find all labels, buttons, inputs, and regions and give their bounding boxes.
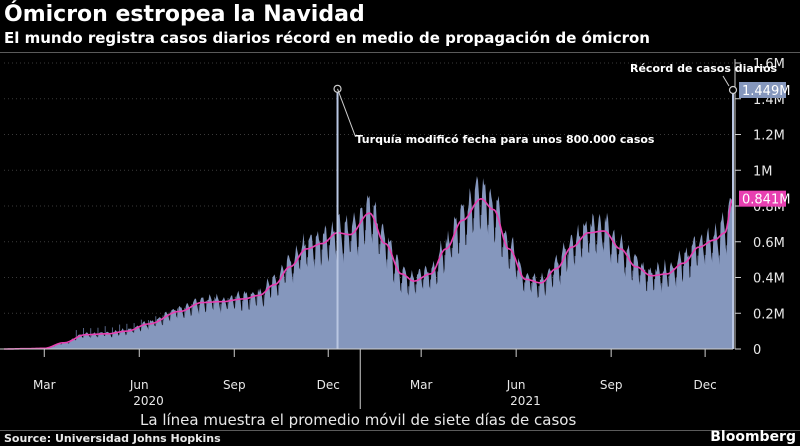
- record-value-label: 1.449M: [742, 84, 790, 99]
- x-tick-label: Dec: [694, 378, 717, 392]
- record-annotation: Récord de casos diarios: [630, 62, 778, 75]
- daily-cases-area: [4, 176, 733, 349]
- source-note: Source: Universidad Johns Hopkins: [4, 432, 221, 445]
- y-tick-label: 1.2M: [753, 129, 785, 144]
- footnote: La línea muestra el promedio móvil de si…: [140, 411, 577, 429]
- turquia-annotation: Turquía modificó fecha para unos 800.000…: [356, 133, 655, 146]
- turquia-leader: [337, 88, 356, 137]
- x-tick-label: Mar: [410, 378, 433, 392]
- year-label: 2021: [510, 394, 541, 408]
- bloomberg-logo: Bloomberg: [710, 429, 796, 445]
- x-tick-label: Sep: [600, 378, 623, 392]
- x-axis-ticks: Mar Jun Sep Dec Mar Jun Sep Dec 2020 2021: [33, 349, 717, 409]
- record-marker: [728, 85, 738, 95]
- year-label: 2020: [133, 394, 164, 408]
- average-value-label: 0.841M: [742, 193, 790, 208]
- top-divider: [0, 52, 800, 53]
- y-tick-label: 0.4M: [753, 272, 785, 287]
- y-tick-label: 0.6M: [753, 236, 785, 251]
- x-tick-label: Jun: [506, 378, 526, 392]
- y-tick-label: 0.2M: [753, 307, 785, 322]
- record-value-tag: [739, 81, 786, 98]
- y-tick-label: 1.6M: [753, 57, 785, 72]
- y-tick-label: 0: [753, 343, 761, 358]
- chart-title: Ómicron estropea la Navidad: [4, 2, 365, 27]
- y-tick-label: 1M: [753, 164, 773, 179]
- bottom-divider: [0, 430, 800, 431]
- x-tick-label: Jun: [129, 378, 149, 392]
- x-tick-label: Dec: [317, 378, 340, 392]
- average-value-tag: [739, 190, 786, 207]
- x-tick-label: Mar: [33, 378, 56, 392]
- chart-subtitle: El mundo registra casos diarios récord e…: [4, 29, 650, 47]
- record-leader: [722, 75, 730, 87]
- moving-average-line: [4, 198, 734, 350]
- x-tick-label: Sep: [223, 378, 246, 392]
- annotations: Turquía modificó fecha para unos 800.000…: [333, 62, 790, 208]
